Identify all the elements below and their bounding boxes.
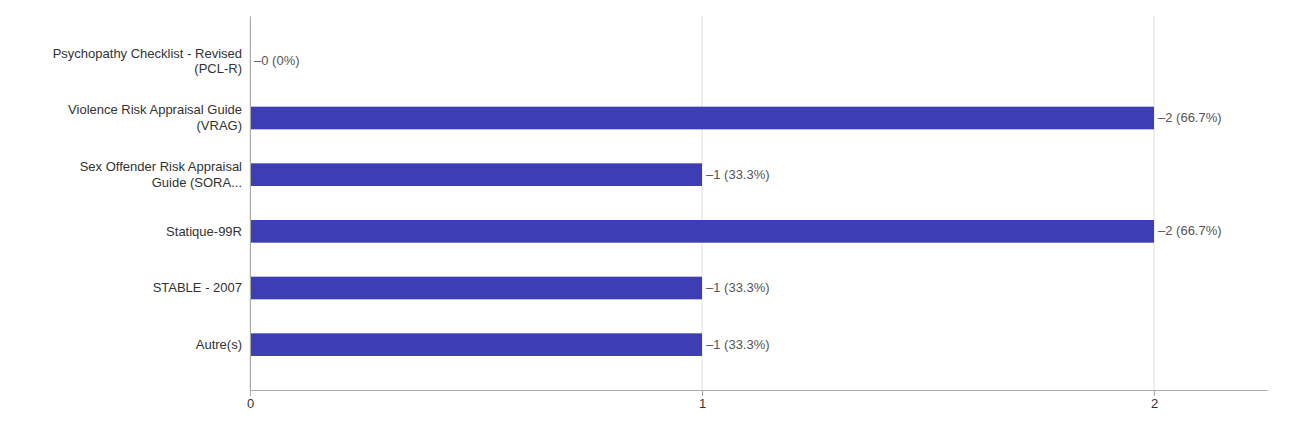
- tick-label: Statique-99R: [166, 223, 242, 238]
- data-label: –1 (33.3%): [706, 337, 770, 352]
- value-axis: 0 1 2: [247, 390, 1268, 411]
- tick-label: 2: [1151, 396, 1158, 411]
- plot: 0 1 2 Autre(s) STABLE - 2007 Statique-99R Sex …: [53, 16, 1268, 411]
- tick-mark: [1154, 390, 1155, 396]
- tick-mark: [250, 390, 251, 396]
- tick: STABLE - 2007: [153, 280, 242, 295]
- tick-label: Violence Risk Appraisal Guide(VRAG): [68, 102, 242, 133]
- tick-mark: [702, 390, 703, 396]
- axis-line: [251, 390, 1268, 391]
- tick: Sex Offender Risk AppraisalGuide (SORA..…: [80, 159, 242, 190]
- tick-label: 1: [699, 396, 706, 411]
- bar: [250, 333, 702, 356]
- bars: [250, 107, 1154, 356]
- tick: 1: [699, 390, 706, 411]
- tick: 0: [247, 390, 254, 411]
- bar: [250, 107, 1154, 130]
- grid-line: [1154, 16, 1155, 390]
- data-label: –0 (0%): [254, 53, 300, 68]
- bar: [250, 277, 702, 300]
- grid-line: [250, 16, 251, 390]
- background: [0, 0, 1307, 426]
- data-labels: –1 (33.3%) –1 (33.3%) –2 (66.7%) –1 (33.3%)…: [254, 53, 1222, 351]
- tick-label: STABLE - 2007: [153, 280, 242, 295]
- grid: [250, 16, 1154, 390]
- axis-line: [250, 17, 251, 391]
- tick: Psychopathy Checklist - Revised(PCL-R): [53, 46, 242, 77]
- tick: 2: [1151, 390, 1158, 411]
- tick-label: 0: [247, 396, 254, 411]
- tick-label: Sex Offender Risk AppraisalGuide (SORA..…: [80, 159, 242, 190]
- tick-label: Autre(s): [196, 337, 242, 352]
- tick: Statique-99R: [166, 223, 242, 238]
- data-label: –1 (33.3%): [706, 280, 770, 295]
- chart: 0 1 2 Autre(s) STABLE - 2007 Statique-99R Sex …: [0, 0, 1307, 426]
- data-label: –2 (66.7%): [1158, 110, 1222, 125]
- bar: [250, 163, 702, 186]
- data-label: –1 (33.3%): [706, 167, 770, 182]
- data-label: –2 (66.7%): [1158, 223, 1222, 238]
- tick: Violence Risk Appraisal Guide(VRAG): [68, 102, 242, 133]
- tick-label: Psychopathy Checklist - Revised(PCL-R): [53, 46, 242, 77]
- tick: Autre(s): [196, 337, 242, 352]
- category-axis: Autre(s) STABLE - 2007 Statique-99R Sex Off…: [53, 17, 251, 391]
- bar: [250, 220, 1154, 243]
